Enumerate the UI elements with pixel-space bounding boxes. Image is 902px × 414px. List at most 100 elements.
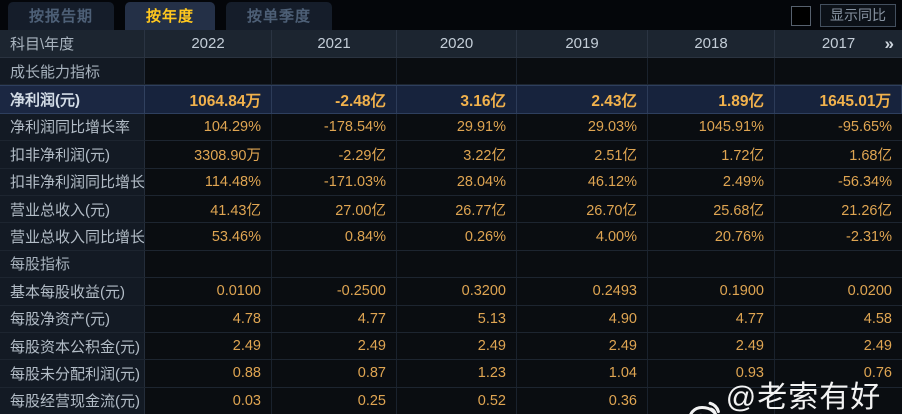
- cell-value: 0.03: [145, 387, 272, 414]
- row-label: 净利润同比增长率: [0, 113, 145, 141]
- cell-value: 1.04: [517, 360, 648, 387]
- cell-value: 0.25: [272, 387, 397, 414]
- show-yoy-label[interactable]: 显示同比: [820, 4, 896, 27]
- cell-value: 4.00%: [517, 223, 648, 250]
- table-row[interactable]: 净利润(元) 1064.84万 -2.48亿 3.16亿 2.43亿 1.89亿 1645.…: [0, 85, 902, 114]
- cell-value: 104.29%: [145, 113, 272, 141]
- cell-value: 1.89亿: [648, 86, 775, 113]
- more-years-icon[interactable]: »: [884, 33, 894, 53]
- cell-value: -2.29亿: [272, 141, 397, 168]
- cell-value: 4.78: [145, 305, 272, 332]
- cell-value: 0.0100: [145, 278, 272, 305]
- cell-value: 0.84%: [272, 223, 397, 250]
- column-header-year: 2019: [517, 30, 648, 57]
- cell-value: -178.54%: [272, 113, 397, 141]
- column-header-year: 2020: [397, 30, 517, 57]
- column-header-year: 2022: [145, 30, 272, 57]
- cell-value: [145, 250, 272, 278]
- cell-value: [397, 58, 517, 85]
- cell-value: 26.70亿: [517, 195, 648, 223]
- cell-value: 2.49: [648, 332, 775, 360]
- table-row[interactable]: 每股资本公积金(元) 2.49 2.49 2.49 2.49 2.49 2.49: [0, 332, 902, 361]
- cell-value: 3.16亿: [397, 86, 517, 113]
- cell-value: 2.49: [397, 332, 517, 360]
- cell-value: [517, 250, 648, 278]
- cell-value: -171.03%: [272, 168, 397, 195]
- column-header-year: 2017»: [821, 33, 894, 53]
- cell-value: 114.48%: [145, 168, 272, 195]
- table-row[interactable]: 扣非净利润同比增长率114.48%-171.03%28.04%46.12%2.4…: [0, 168, 902, 196]
- cell-value: -56.34%: [775, 168, 902, 195]
- column-header-year: 2021: [272, 30, 397, 57]
- cell-value: 0.93: [648, 360, 775, 387]
- cell-value: 21.26亿: [775, 195, 902, 223]
- table-header-row: 科目\年度 2022 2021 2020 2019 2018 2017»: [0, 30, 902, 58]
- cell-value: 5.13: [397, 305, 517, 332]
- cell-value: 0.87: [272, 360, 397, 387]
- cell-value: 3.22亿: [397, 141, 517, 168]
- cell-value: 1.68亿: [775, 141, 902, 168]
- row-label: 净利润(元): [0, 86, 145, 113]
- cell-value: 0.0200: [775, 278, 902, 305]
- cell-value: [272, 250, 397, 278]
- cell-value: 1645.01万: [775, 86, 902, 113]
- tab-by-quarter[interactable]: 按单季度: [226, 2, 333, 30]
- row-label: 每股净资产(元): [0, 305, 145, 332]
- cell-value: -0.2500: [272, 278, 397, 305]
- row-label: 每股经营现金流(元): [0, 387, 145, 414]
- cell-value: 1.72亿: [648, 141, 775, 168]
- cell-value: [648, 250, 775, 278]
- cell-value: 0.88: [145, 360, 272, 387]
- cell-value: 0.26%: [397, 223, 517, 250]
- row-label: 营业总收入同比增长率: [0, 223, 145, 250]
- table-row[interactable]: 扣非净利润(元) 3308.90万 -2.29亿 3.22亿 2.51亿 1.72亿 1.6…: [0, 141, 902, 169]
- cell-value: 4.77: [272, 305, 397, 332]
- cell-value: 3308.90万: [145, 141, 272, 168]
- cell-value: 0.2493: [517, 278, 648, 305]
- cell-value: 0.76: [775, 360, 902, 387]
- cell-value: [775, 387, 902, 414]
- cell-value: 1.23: [397, 360, 517, 387]
- table-row[interactable]: 营业总收入同比增长率53.46%0.84%0.26%4.00%20.76%-2.…: [0, 223, 902, 251]
- table-row[interactable]: 每股未分配利润(元) 0.88 0.87 1.23 1.04 0.93 0.76: [0, 360, 902, 388]
- table-body: 成长能力指标 净利润(元) 1064.84万 -2.48亿 3.16亿 2.43亿 1.89…: [0, 58, 902, 414]
- table-row[interactable]: 营业总收入(元) 41.43亿 27.00亿 26.77亿 26.70亿 25.68亿 21…: [0, 195, 902, 224]
- table-row[interactable]: 基本每股收益(元) 0.0100 -0.2500 0.3200 0.2493 0.1900…: [0, 278, 902, 306]
- row-label: 基本每股收益(元): [0, 278, 145, 305]
- yoy-controls: 显示同比: [791, 4, 896, 27]
- cell-value: 2.51亿: [517, 141, 648, 168]
- cell-value: 53.46%: [145, 223, 272, 250]
- cell-value: 2.43亿: [517, 86, 648, 113]
- cell-value: 2.49: [272, 332, 397, 360]
- cell-value: 2.49: [517, 332, 648, 360]
- row-label: 成长能力指标: [0, 58, 145, 85]
- cell-value: 4.77: [648, 305, 775, 332]
- cell-value: 4.58: [775, 305, 902, 332]
- column-header-year: 2018: [648, 30, 775, 57]
- cell-value: [272, 58, 397, 85]
- row-label: 每股资本公积金(元): [0, 332, 145, 360]
- cell-value: 46.12%: [517, 168, 648, 195]
- corner-header: 科目\年度: [0, 30, 145, 57]
- cell-value: 41.43亿: [145, 195, 272, 223]
- table-row[interactable]: 净利润同比增长率 104.29% -178.54% 29.91% 29.03% 1045.…: [0, 113, 902, 142]
- cell-value: 28.04%: [397, 168, 517, 195]
- table-row[interactable]: 每股净资产(元) 4.78 4.77 5.13 4.90 4.77 4.58: [0, 305, 902, 333]
- cell-value: [648, 387, 775, 414]
- cell-value: 26.77亿: [397, 195, 517, 223]
- cell-value: [145, 58, 272, 85]
- row-label: 扣非净利润(元): [0, 141, 145, 168]
- cell-value: 29.91%: [397, 113, 517, 141]
- cell-value: [775, 250, 902, 278]
- cell-value: 1064.84万: [145, 86, 272, 113]
- table-row[interactable]: 每股经营现金流(元) 0.03 0.25 0.52 0.36: [0, 387, 902, 414]
- tab-by-year[interactable]: 按年度: [125, 2, 216, 30]
- cell-value: [648, 58, 775, 85]
- tab-by-report-period[interactable]: 按报告期: [8, 2, 115, 30]
- table-row[interactable]: 每股指标: [0, 250, 902, 279]
- cell-value: 29.03%: [517, 113, 648, 141]
- table-row[interactable]: 成长能力指标: [0, 58, 902, 86]
- show-yoy-checkbox[interactable]: [791, 5, 811, 26]
- cell-value: 0.3200: [397, 278, 517, 305]
